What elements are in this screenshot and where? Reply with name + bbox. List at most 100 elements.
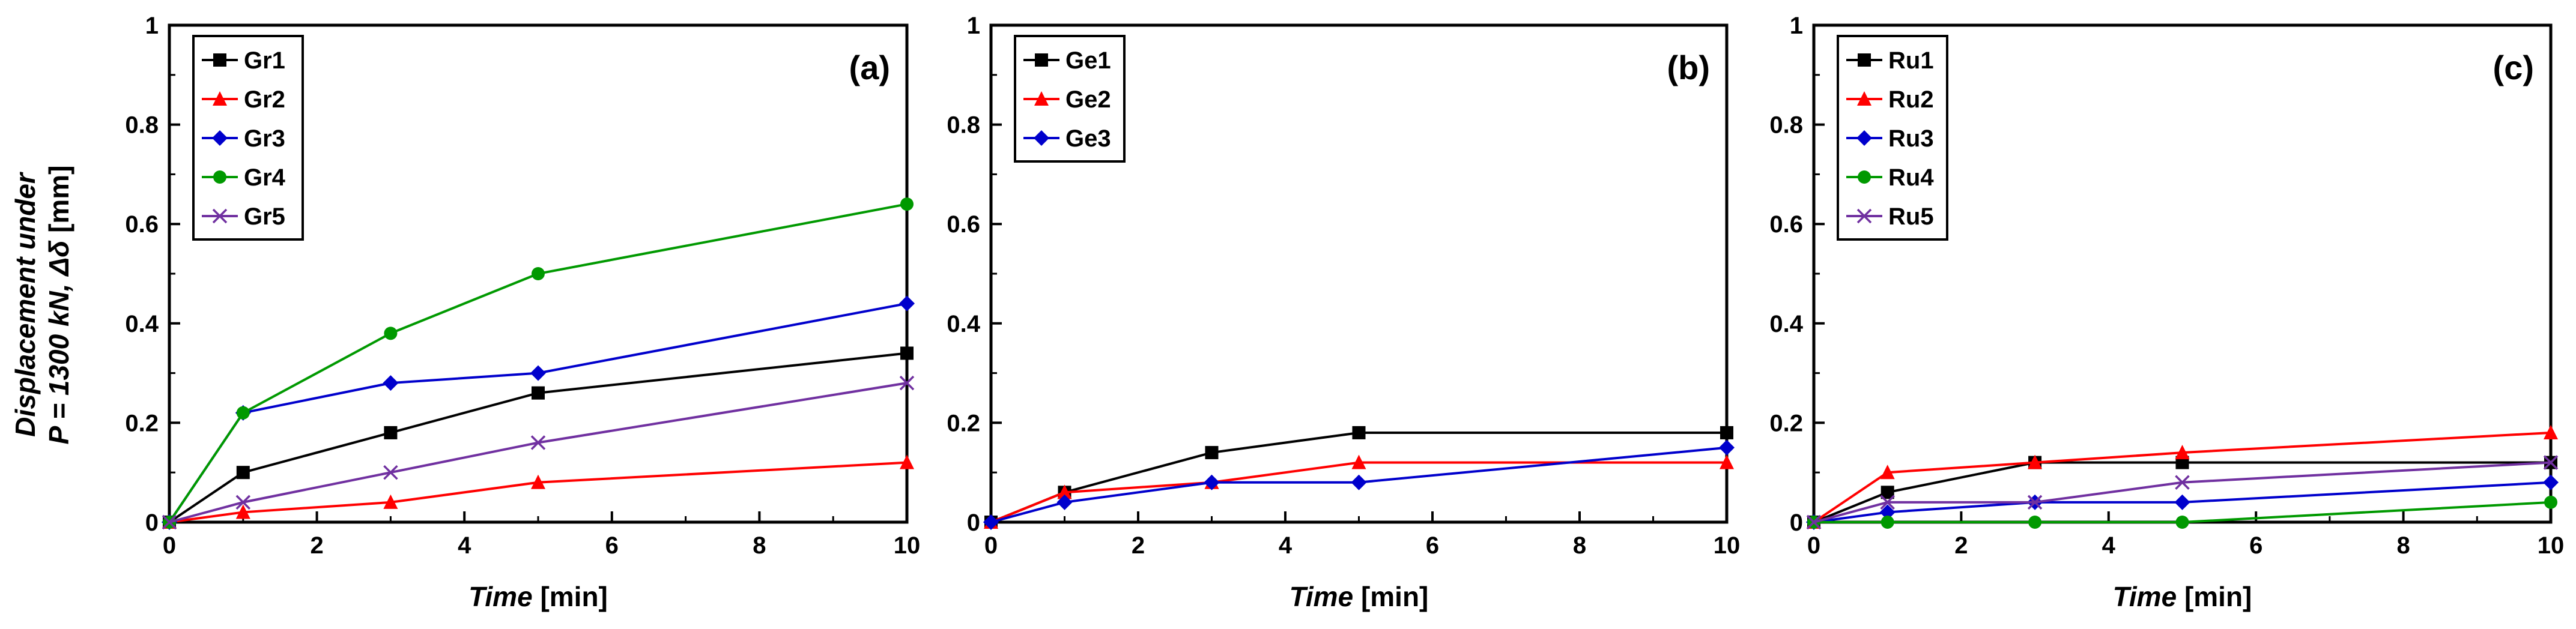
panel-label-c: (c) — [2493, 49, 2534, 86]
data-point-ge1 — [1352, 426, 1366, 439]
panel-label-b: (b) — [1667, 49, 1710, 86]
y-tick-label-a: 0.4 — [125, 311, 159, 337]
legend-marker-gr2 — [213, 91, 227, 106]
series-line-gr3 — [168, 302, 908, 523]
data-point-ru3 — [2174, 494, 2190, 510]
legend-label-gr5: Gr5 — [244, 203, 285, 230]
legend-a: Gr1 Gr2 Gr3 Gr4 Gr5 — [192, 35, 304, 241]
data-point-gr3 — [899, 295, 915, 311]
y-axis-title-line2: P = 1300 kN, Δδ [mm] — [43, 165, 74, 444]
legend-label-gr4: Gr4 — [244, 164, 286, 191]
x-axis-title-unit: [min] — [1353, 581, 1428, 612]
legend-c: Ru1 Ru2 Ru3 Ru4 Ru5 — [1837, 35, 1948, 241]
legend-marker-ge1 — [1035, 53, 1048, 67]
y-tick-label-b: 1 — [967, 13, 980, 39]
data-point-ru4 — [2028, 516, 2042, 529]
data-point-gr4 — [384, 327, 398, 340]
data-point-gr2 — [383, 494, 398, 509]
legend-marker-ru3 — [1856, 130, 1872, 146]
data-point-ru3 — [2543, 474, 2559, 490]
legend-label-ge2: Ge2 — [1065, 86, 1111, 113]
y-tick-label-c: 0 — [1790, 510, 1803, 536]
y-tick-label-c: 0.2 — [1769, 410, 1803, 436]
data-point-gr5 — [162, 514, 177, 530]
data-point-ge3 — [1351, 474, 1367, 490]
data-point-ge3 — [983, 514, 999, 530]
y-tick-label-b: 0.2 — [947, 410, 980, 436]
legend-label-gr3: Gr3 — [244, 125, 285, 152]
data-point-gr1 — [384, 426, 398, 439]
data-point-ge2 — [1720, 454, 1734, 469]
x-axis-title-unit: [min] — [2177, 581, 2252, 612]
x-tick-label-a: 0 — [163, 532, 176, 559]
data-point-ru5 — [1880, 495, 1895, 510]
data-point-gr2 — [235, 504, 250, 519]
x-axis-title-word: Time — [2113, 581, 2177, 612]
x-axis-title-unit: [min] — [533, 581, 608, 612]
x-tick-label-c: 6 — [2249, 532, 2262, 559]
legend-label-ge3: Ge3 — [1065, 125, 1111, 152]
series-line-ru5 — [1813, 461, 2551, 523]
x-tick-label-c: 10 — [2538, 532, 2565, 559]
data-point-ru1 — [2175, 456, 2189, 469]
x-tick-label-a: 4 — [458, 532, 471, 559]
legend-label-ru1: Ru1 — [1888, 47, 1934, 74]
data-point-ru2 — [2175, 445, 2190, 460]
data-point-gr4 — [532, 267, 545, 280]
data-point-ru4 — [2544, 495, 2557, 509]
data-point-gr3 — [383, 375, 399, 391]
y-axis-title-symbol: P = 1300 kN, Δδ — [43, 240, 74, 445]
data-point-ge3 — [1719, 439, 1735, 456]
y-tick-label-b: 0.8 — [947, 112, 980, 139]
y-tick-label-b: 0.6 — [947, 211, 980, 238]
x-tick-label-a: 8 — [753, 532, 766, 559]
y-axis-title-unit: [mm] — [43, 165, 74, 240]
legend-marker-gr3 — [212, 130, 228, 146]
y-axis-title-line1: Displacement under — [10, 172, 41, 437]
x-tick-label-b: 8 — [1573, 532, 1586, 559]
y-tick-label-a: 0 — [145, 510, 159, 536]
data-point-ge2 — [1057, 484, 1072, 499]
data-point-gr1 — [900, 346, 914, 360]
y-tick-label-a: 0.8 — [125, 112, 159, 139]
data-point-gr1 — [236, 466, 250, 480]
data-point-gr5 — [530, 435, 546, 450]
data-point-ru5 — [2543, 455, 2559, 470]
data-point-ru2 — [2544, 424, 2558, 439]
data-point-gr5 — [899, 375, 915, 391]
data-point-gr4 — [236, 406, 250, 420]
legend-label-ru3: Ru3 — [1888, 125, 1934, 152]
legend-label-ru5: Ru5 — [1888, 203, 1934, 230]
legend-label-ru2: Ru2 — [1888, 86, 1934, 113]
series-line-gr5 — [169, 382, 908, 523]
data-point-ge3 — [1204, 474, 1220, 490]
x-tick-label-b: 4 — [1279, 532, 1293, 559]
y-tick-label-c: 0.4 — [1769, 311, 1803, 337]
x-tick-label-b: 2 — [1132, 532, 1145, 559]
data-point-ru4 — [2175, 516, 2189, 529]
data-point-gr1 — [532, 386, 545, 400]
x-tick-label-b: 0 — [984, 532, 998, 559]
x-axis-title-word: Time — [1290, 581, 1354, 612]
y-tick-label-b: 0.4 — [947, 311, 980, 337]
x-axis-title-a: Time [min] — [468, 581, 608, 612]
legend-marker-ru5 — [1856, 208, 1872, 224]
x-tick-label-a: 10 — [894, 532, 921, 559]
y-tick-label-b: 0 — [967, 510, 980, 536]
y-tick-label-c: 0.8 — [1769, 112, 1803, 139]
data-point-gr2 — [900, 454, 914, 469]
y-tick-label-a: 0.2 — [125, 410, 159, 436]
series-line-gr2 — [169, 461, 908, 523]
data-point-gr2 — [531, 474, 545, 489]
panel-label-a: (a) — [849, 49, 890, 86]
x-tick-label-b: 10 — [1714, 532, 1741, 559]
data-point-ru3 — [1879, 504, 1896, 520]
x-axis-title-word: Time — [468, 581, 533, 612]
data-point-ru2 — [2028, 454, 2043, 469]
x-axis-title-c: Time [min] — [2113, 581, 2252, 612]
y-tick-label-c: 0.6 — [1769, 211, 1803, 238]
